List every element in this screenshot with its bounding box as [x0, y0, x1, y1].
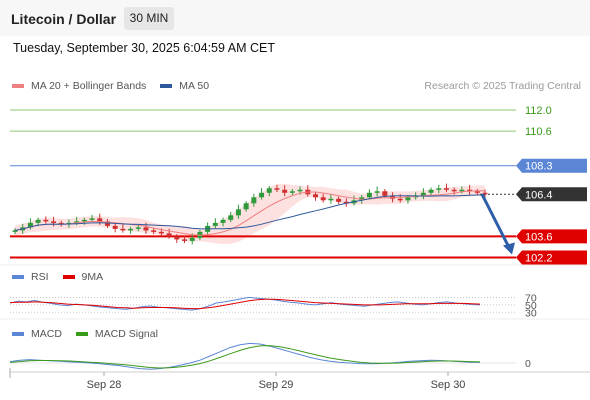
candle-body [166, 233, 172, 237]
candle-body [366, 192, 372, 198]
price-label-108.3: 108.3 [525, 161, 553, 173]
macd-signal-swatch [75, 332, 88, 336]
candle-body [443, 188, 449, 190]
candle-body [51, 221, 57, 223]
candle-body [12, 230, 18, 232]
price-label-106.4: 106.4 [525, 189, 553, 201]
price-label-103.6: 103.6 [525, 231, 553, 243]
candle-body [428, 189, 434, 193]
bollinger-band [15, 183, 485, 244]
candle-body [482, 192, 488, 195]
ma20-legend-label: MA 20 + Bollinger Bands [31, 80, 147, 92]
candle-body [135, 227, 141, 229]
price-label-110.6: 110.6 [525, 126, 552, 138]
rsi-tick-label: 70 [525, 292, 537, 304]
chart-title: Litecoin / Dollar [11, 11, 117, 27]
price-legend: MA 20 + Bollinger Bands MA 50 [12, 80, 209, 92]
candle-body [158, 231, 164, 234]
candle-body [274, 188, 280, 190]
macd-signal-legend-label: MACD Signal [94, 328, 158, 340]
candle-body [235, 209, 241, 216]
candle-body [120, 228, 126, 231]
candle-body [189, 237, 195, 241]
ma50-swatch [160, 84, 173, 88]
forecast-arrowhead [503, 242, 515, 255]
candle-body [382, 191, 388, 196]
candle-body [459, 189, 465, 192]
rsi-series-1 [9, 298, 481, 310]
candle-body [74, 221, 80, 223]
candle-body [282, 189, 288, 193]
candle-body [89, 218, 95, 220]
candle-body [297, 189, 303, 192]
candle-body [212, 222, 218, 226]
candle-body [112, 225, 118, 229]
candle-body [182, 239, 188, 241]
price-label-112.0: 112.0 [525, 105, 552, 117]
candle-body [336, 198, 342, 202]
candle-body [104, 221, 110, 226]
price-badge-103.6 [516, 229, 587, 244]
candle-body [251, 197, 257, 204]
macd-series-1 [9, 345, 481, 369]
macd-legend-label: MACD [31, 328, 62, 340]
candle-body [27, 222, 33, 228]
candle-body [58, 222, 64, 225]
interval-button[interactable]: 30 MIN [124, 7, 174, 30]
ma50-legend-label: MA 50 [179, 80, 210, 92]
candle-body [405, 197, 411, 201]
candle-body [174, 236, 180, 240]
candle-body [320, 197, 326, 201]
rsi-ma-legend-label: 9MA [81, 271, 104, 283]
top-bar [0, 0, 590, 36]
price-badge-108.3 [516, 158, 587, 173]
rsi-legend: RSI 9MA [12, 271, 103, 283]
candle-body [467, 189, 473, 192]
rsi-legend-label: RSI [31, 271, 49, 283]
candle-body [243, 203, 249, 210]
x-tick-label: Sep 29 [259, 379, 294, 391]
x-tick-label: Sep 30 [431, 379, 466, 391]
chart-datetime: Tuesday, September 30, 2025 6:04:59 AM C… [13, 41, 275, 55]
candle-body [451, 189, 457, 192]
candle-body [151, 230, 157, 232]
candle-body [81, 219, 87, 222]
candle-body [436, 188, 442, 190]
candle-body [328, 198, 334, 201]
macd-swatch [12, 332, 24, 336]
rsi-tick-label: 50 [525, 300, 537, 312]
price-badge-106.4 [516, 187, 587, 202]
macd-tick-label: 0 [525, 358, 531, 370]
macd-series-0 [9, 342, 481, 370]
candle-body [289, 191, 295, 193]
ma50-line [14, 194, 486, 231]
rsi-tick-label: 30 [525, 307, 537, 319]
rsi-ma-swatch [62, 275, 75, 279]
x-tick-label: Sep 28 [87, 379, 122, 391]
candle-body [374, 191, 380, 193]
candle-body [128, 228, 134, 231]
candle-body [474, 191, 480, 193]
candle-body [266, 188, 272, 193]
candle-body [312, 194, 318, 198]
candle-body [143, 227, 149, 231]
price-label-102.2: 102.2 [525, 252, 553, 264]
candle-body [228, 215, 234, 220]
candle-body [259, 192, 265, 198]
candle-body [35, 219, 41, 223]
forecast-arrow [480, 193, 511, 249]
candle-body [220, 219, 226, 223]
candle-body [43, 219, 49, 222]
price-badge-102.2 [516, 250, 587, 265]
candle-body [397, 198, 403, 201]
macd-legend: MACD MACD Signal [12, 328, 158, 340]
rsi-swatch [12, 275, 24, 279]
candle-body [420, 192, 426, 196]
ma20-swatch [12, 84, 24, 88]
ma20-line [14, 190, 486, 236]
candle-body [97, 218, 103, 222]
candle-body [343, 201, 349, 204]
copyright-text: Research © 2025 Trading Central [424, 80, 581, 92]
